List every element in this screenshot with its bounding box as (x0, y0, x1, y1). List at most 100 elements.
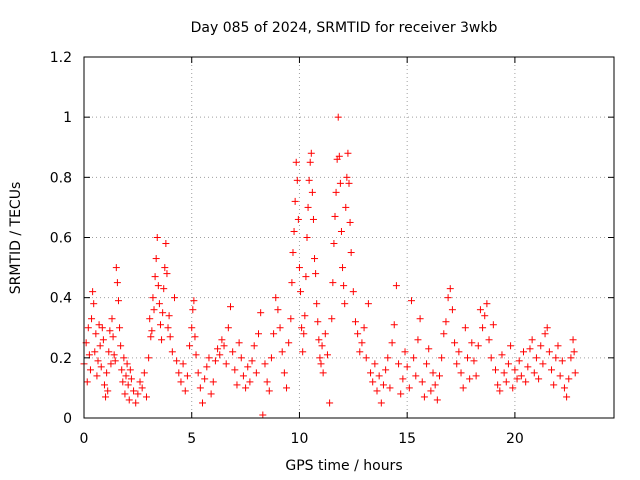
data-point (98, 324, 106, 332)
data-point (509, 384, 517, 392)
data-point (388, 339, 396, 347)
data-point (423, 360, 431, 368)
data-point (463, 354, 471, 362)
data-point (457, 369, 465, 377)
data-point (285, 339, 293, 347)
data-point (429, 369, 437, 377)
data-point (175, 369, 183, 377)
x-tick-label: 0 (80, 431, 89, 447)
data-point (418, 378, 426, 386)
data-point (88, 315, 96, 323)
data-point (476, 306, 484, 314)
data-point (107, 360, 115, 368)
data-point (130, 387, 138, 395)
data-point (132, 399, 140, 407)
data-point (346, 218, 354, 226)
data-point (511, 366, 519, 374)
data-point (548, 366, 556, 374)
data-point (485, 336, 493, 344)
data-point (306, 158, 314, 166)
data-point (112, 264, 120, 272)
data-point (220, 342, 228, 350)
data-point (248, 357, 256, 365)
data-point (103, 369, 111, 377)
data-point (259, 411, 267, 419)
data-point (513, 375, 521, 383)
data-point (196, 384, 204, 392)
data-point (316, 354, 324, 362)
data-point (297, 288, 305, 296)
data-point (500, 369, 508, 377)
data-point (90, 300, 98, 308)
data-point (410, 354, 418, 362)
data-point (295, 264, 303, 272)
data-point (283, 384, 291, 392)
data-point (330, 240, 338, 248)
data-point (375, 372, 383, 380)
data-point (379, 381, 387, 389)
data-point (164, 324, 172, 332)
data-point (179, 360, 187, 368)
data-point (312, 270, 320, 278)
data-point (498, 351, 506, 359)
data-point (565, 375, 573, 383)
data-point (183, 372, 191, 380)
data-point (293, 176, 301, 184)
data-point (287, 315, 295, 323)
data-point (337, 227, 345, 235)
data-point (125, 396, 133, 404)
data-point (113, 279, 121, 287)
data-points (80, 113, 579, 419)
data-point (524, 363, 532, 371)
data-point (299, 348, 307, 356)
data-point (569, 336, 577, 344)
data-point (244, 363, 252, 371)
data-point (362, 354, 370, 362)
data-point (145, 354, 153, 362)
data-point (321, 330, 329, 338)
data-point (420, 393, 428, 401)
data-point (298, 324, 306, 332)
data-point (427, 387, 435, 395)
data-point (315, 336, 323, 344)
data-point (109, 333, 117, 341)
data-point (163, 270, 171, 278)
data-point (403, 363, 411, 371)
data-point (451, 339, 459, 347)
data-point (367, 369, 375, 377)
data-point (188, 324, 196, 332)
data-point (349, 288, 357, 296)
y-tick-label: 1.2 (50, 50, 72, 66)
y-tick-label: 0.4 (50, 291, 72, 307)
data-point (224, 324, 232, 332)
data-point (539, 360, 547, 368)
data-point (186, 342, 194, 350)
data-point (307, 149, 315, 157)
data-point (267, 354, 275, 362)
y-axis-label: SRMTID / TECUs (8, 182, 24, 295)
data-point (173, 357, 181, 365)
data-point (205, 354, 213, 362)
data-point (231, 366, 239, 374)
data-point (567, 354, 575, 362)
data-point (280, 369, 288, 377)
data-point (209, 378, 217, 386)
data-point (119, 378, 127, 386)
data-point (339, 264, 347, 272)
data-point (159, 309, 167, 317)
data-point (276, 324, 284, 332)
data-point (522, 378, 530, 386)
data-point (541, 330, 549, 338)
data-point (347, 249, 355, 257)
data-point (435, 372, 443, 380)
data-point (397, 390, 405, 398)
data-point (153, 234, 161, 241)
data-point (189, 306, 197, 314)
data-point (235, 339, 243, 347)
data-point (91, 348, 99, 356)
data-point (160, 285, 168, 293)
data-point (382, 366, 390, 374)
data-point (550, 381, 558, 389)
data-point (122, 372, 130, 380)
data-point (433, 396, 441, 404)
